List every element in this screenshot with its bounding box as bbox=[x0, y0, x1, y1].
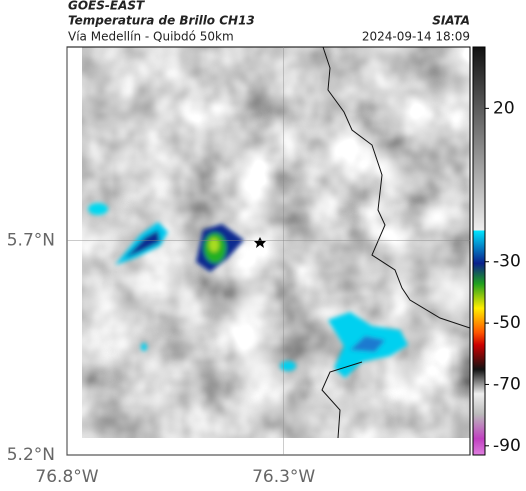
satellite: GOES-EAST bbox=[68, 0, 145, 13]
colorbar-label: -50 bbox=[493, 313, 521, 333]
source: SIATA bbox=[432, 14, 470, 28]
satellite-image bbox=[66, 46, 471, 456]
location-star bbox=[254, 237, 266, 248]
colorbar-label: -30 bbox=[493, 252, 521, 272]
colorbar-label: -90 bbox=[493, 436, 521, 456]
lat-label: 5.2°N bbox=[7, 445, 55, 465]
colorbar-label: 20 bbox=[493, 98, 515, 118]
lat-label: 5.7°N bbox=[7, 230, 55, 250]
cold-clouds bbox=[88, 203, 408, 378]
lon-label: 76.3°W bbox=[252, 467, 315, 487]
region: Vía Medellín - Quibdó 50km bbox=[68, 30, 234, 44]
lon-label: 76.8°W bbox=[35, 467, 98, 487]
boundary bbox=[322, 47, 470, 329]
colorbar-label: -70 bbox=[493, 374, 521, 394]
datetime: 2024-09-14 18:09 bbox=[362, 30, 470, 44]
colorbar bbox=[472, 46, 486, 456]
image-layer bbox=[82, 47, 470, 438]
boundary bbox=[321, 361, 363, 438]
product: Temperatura de Brillo CH13 bbox=[68, 14, 255, 28]
